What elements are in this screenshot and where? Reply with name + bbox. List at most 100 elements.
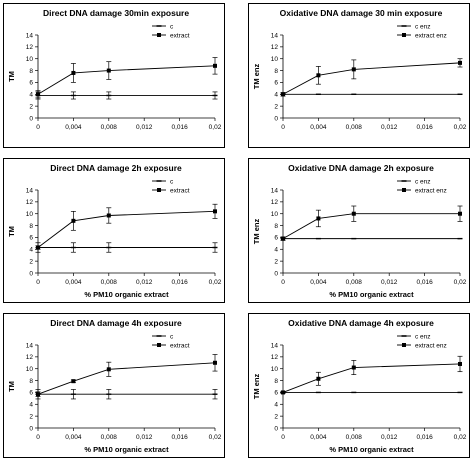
chart-panel-oxidative-2h: Oxidative DNA damage 2h exposure 0 2 4 6 8 10 1… bbox=[248, 158, 470, 303]
y-tick-label: 0 bbox=[274, 425, 278, 432]
data-point bbox=[36, 92, 40, 97]
y-tick-label: 6 bbox=[29, 390, 33, 397]
y-tick-label: 6 bbox=[274, 235, 278, 242]
y-tick-label: 0 bbox=[29, 425, 33, 432]
x-tick-label: 0,012 bbox=[381, 124, 398, 131]
data-point bbox=[316, 376, 321, 381]
y-tick-label: 8 bbox=[29, 68, 33, 75]
y-axis-label: TM enz bbox=[252, 219, 261, 245]
legend-label: c enz bbox=[415, 333, 431, 340]
chart-title: Direct DNA damage 4h exposure bbox=[50, 318, 182, 328]
data-point bbox=[106, 68, 111, 73]
chart-panel-oxidative-4h: Oxidative DNA damage 4h exposure 0 2 4 6 8 10 1… bbox=[248, 313, 470, 458]
chart-panel-direct-2h: Direct DNA damage 2h exposure 0 2 4 6 8 10 12 14… bbox=[3, 158, 225, 303]
chart-panel-direct-30min: Direct DNA damage 30min exposure 0 2 4 6 8 10 1… bbox=[3, 3, 225, 148]
y-tick-label: 0 bbox=[29, 115, 33, 122]
y-tick-label: 4 bbox=[29, 402, 33, 409]
data-point bbox=[213, 209, 217, 214]
legend-marker bbox=[402, 33, 406, 37]
y-tick-label: 4 bbox=[29, 92, 33, 99]
x-axis-label: % PM10 organic extract bbox=[84, 290, 169, 299]
y-tick-label: 2 bbox=[29, 258, 33, 265]
series-line bbox=[37, 65, 216, 95]
y-tick-label: 10 bbox=[26, 56, 34, 63]
chart-svg: Oxidative DNA damage 4h exposure 0 2 4 6 8 10 1… bbox=[252, 318, 467, 454]
x-tick-label: 0,008 bbox=[346, 434, 363, 441]
y-axis-label: TM enz bbox=[252, 64, 261, 90]
x-tick-label: 0,008 bbox=[101, 279, 118, 286]
x-tick-label: 0,016 bbox=[416, 124, 433, 131]
data-point bbox=[36, 245, 40, 250]
x-tick-label: 0,02 bbox=[209, 279, 222, 286]
data-point bbox=[213, 360, 217, 365]
series-line bbox=[37, 362, 216, 395]
legend-label: extract enz bbox=[415, 342, 447, 349]
x-tick-label: 0,004 bbox=[310, 124, 327, 131]
y-tick-label: 8 bbox=[29, 378, 33, 385]
y-axis-label: TM bbox=[7, 381, 16, 392]
x-tick-label: 0,012 bbox=[136, 279, 153, 286]
x-tick-label: 0,008 bbox=[346, 279, 363, 286]
y-tick-label: 10 bbox=[26, 366, 34, 373]
legend-marker bbox=[157, 188, 161, 192]
x-tick-label: 0,016 bbox=[171, 124, 188, 131]
y-tick-label: 0 bbox=[274, 270, 278, 277]
data-point bbox=[316, 216, 321, 221]
series-line bbox=[37, 210, 216, 248]
x-tick-label: 0 bbox=[36, 434, 40, 441]
y-tick-label: 4 bbox=[274, 402, 278, 409]
data-point bbox=[458, 60, 462, 65]
chart-panel-oxidative-30min: Oxidative DNA damage 30 min exposure 0 2 4 6… bbox=[248, 3, 470, 148]
legend-label: extract enz bbox=[415, 32, 447, 39]
x-tick-label: 0 bbox=[36, 124, 40, 131]
data-point bbox=[351, 67, 356, 72]
series-line bbox=[282, 363, 461, 393]
y-tick-label: 6 bbox=[29, 80, 33, 87]
x-tick-label: 0,008 bbox=[346, 124, 363, 131]
chart-panel-direct-4h: Direct DNA damage 4h exposure 0 2 4 6 8 10 12 14… bbox=[3, 313, 225, 458]
y-tick-label: 12 bbox=[271, 44, 279, 51]
y-tick-label: 4 bbox=[274, 92, 278, 99]
y-tick-label: 14 bbox=[26, 342, 34, 349]
y-tick-label: 8 bbox=[274, 223, 278, 230]
y-tick-label: 8 bbox=[274, 68, 278, 75]
y-tick-label: 6 bbox=[274, 80, 278, 87]
chart-svg: Direct DNA damage 4h exposure 0 2 4 6 8 10 12 14… bbox=[7, 318, 222, 454]
legend-label: extract bbox=[170, 342, 190, 349]
chart-title: Oxidative DNA damage 30 min exposure bbox=[280, 8, 443, 18]
y-tick-label: 8 bbox=[274, 378, 278, 385]
y-axis-label: TM enz bbox=[252, 374, 261, 400]
y-tick-label: 0 bbox=[274, 115, 278, 122]
x-tick-label: 0,016 bbox=[416, 279, 433, 286]
chart-svg: Direct DNA damage 2h exposure 0 2 4 6 8 10 12 14… bbox=[7, 163, 222, 299]
x-tick-label: 0,004 bbox=[65, 434, 82, 441]
data-point bbox=[316, 73, 321, 78]
data-point bbox=[71, 70, 76, 75]
x-tick-label: 0,02 bbox=[209, 434, 222, 441]
x-axis-label: % PM10 organic extract bbox=[329, 445, 414, 454]
x-tick-label: 0,004 bbox=[310, 279, 327, 286]
data-point bbox=[213, 63, 217, 68]
x-tick-label: 0,016 bbox=[416, 434, 433, 441]
y-tick-label: 6 bbox=[29, 235, 33, 242]
y-tick-label: 14 bbox=[26, 187, 34, 194]
y-tick-label: 8 bbox=[29, 223, 33, 230]
y-tick-label: 12 bbox=[26, 44, 34, 51]
y-tick-label: 2 bbox=[29, 413, 33, 420]
x-tick-label: 0,012 bbox=[136, 434, 153, 441]
x-axis-label: % PM10 organic extract bbox=[84, 445, 169, 454]
y-tick-label: 12 bbox=[271, 354, 279, 361]
y-tick-label: 4 bbox=[274, 247, 278, 254]
chart-title: Oxidative DNA damage 2h exposure bbox=[288, 163, 434, 173]
y-tick-label: 12 bbox=[26, 199, 34, 206]
y-axis-label: TM bbox=[7, 71, 16, 82]
x-tick-label: 0,016 bbox=[171, 279, 188, 286]
legend-label: extract enz bbox=[415, 187, 447, 194]
x-tick-label: 0,02 bbox=[454, 279, 467, 286]
legend-label: c bbox=[170, 178, 174, 185]
legend-label: c bbox=[170, 333, 174, 340]
x-tick-label: 0,02 bbox=[454, 434, 467, 441]
data-point bbox=[71, 218, 76, 223]
x-tick-label: 0,012 bbox=[136, 124, 153, 131]
y-tick-label: 12 bbox=[271, 199, 279, 206]
